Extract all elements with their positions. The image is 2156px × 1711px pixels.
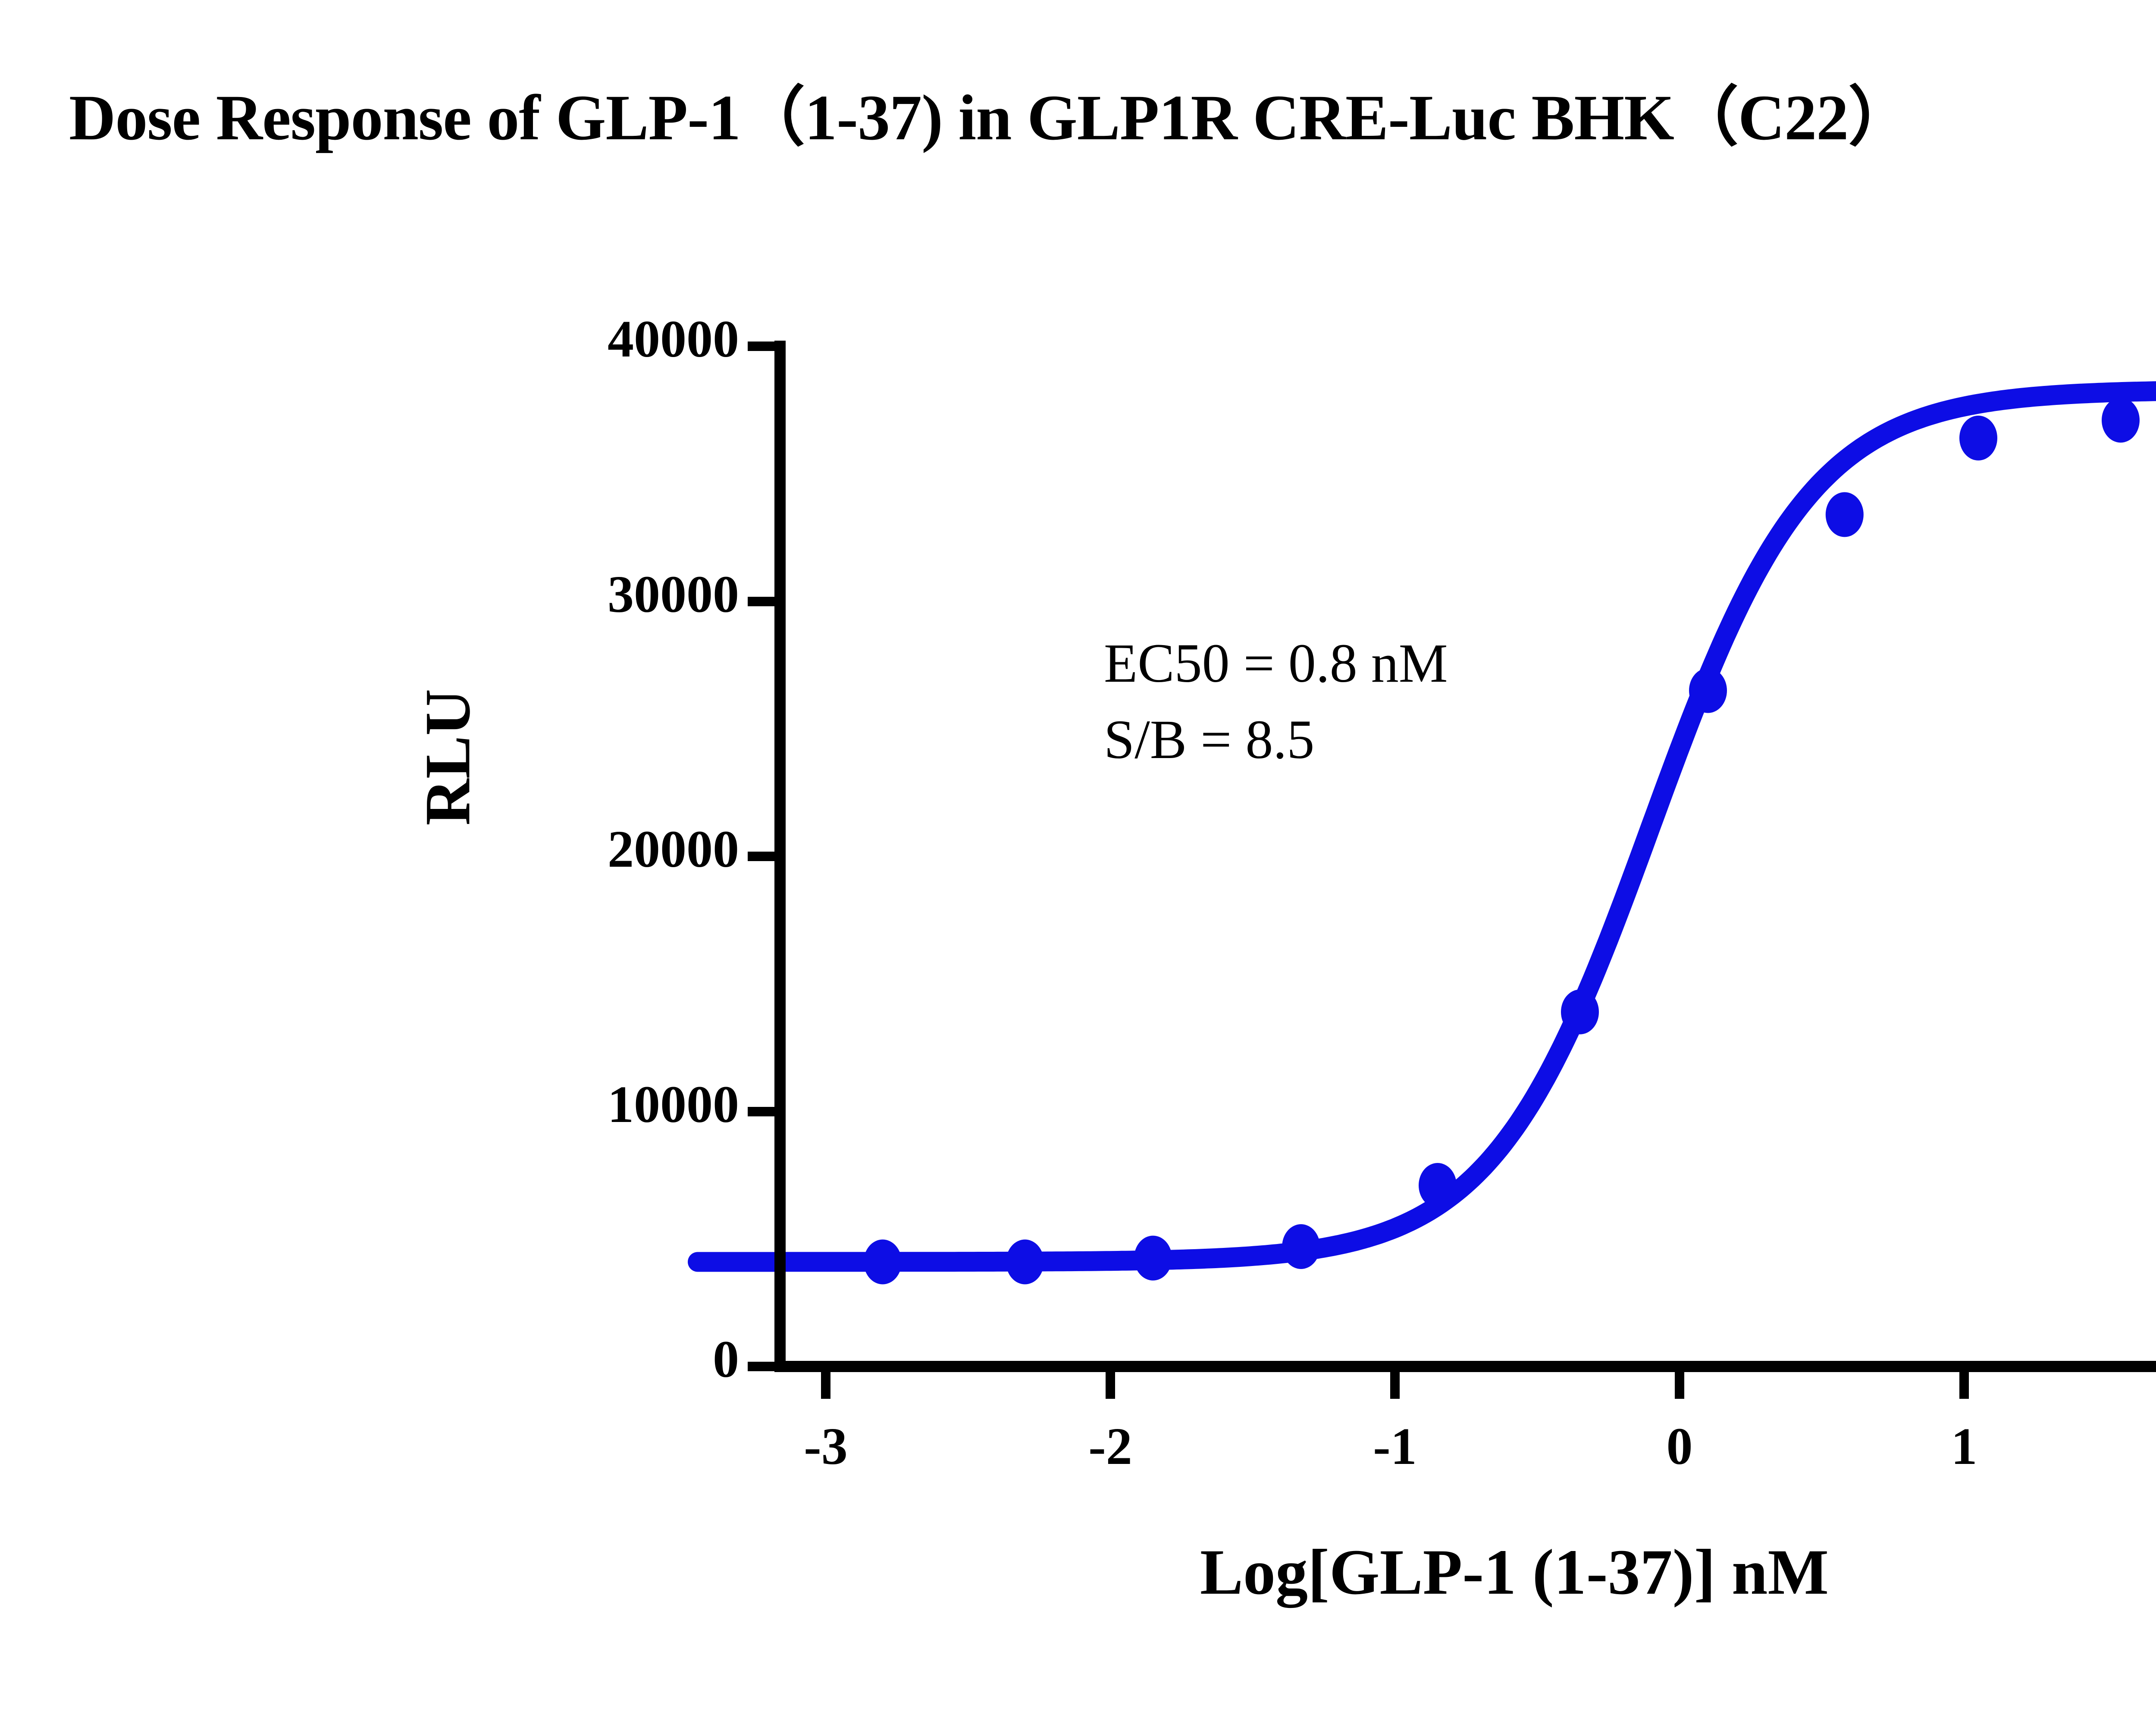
data-point (1006, 1239, 1044, 1285)
y-tick (748, 1106, 774, 1116)
y-tick-label: 10000 (608, 1075, 739, 1134)
y-tick (748, 852, 774, 861)
x-tick (821, 1372, 830, 1399)
y-tick-label: 0 (713, 1330, 739, 1388)
data-point (1419, 1163, 1457, 1208)
x-tick (1390, 1372, 1400, 1399)
x-axis-title: Log[GLP-1 (1-37)] nM (1200, 1536, 1829, 1608)
data-point (1689, 668, 1727, 713)
data-point (1561, 989, 1599, 1034)
x-tick-label: -1 (1373, 1417, 1417, 1476)
annotation-signal-background: S/B = 8.5 (1104, 708, 1315, 770)
chart-title: Dose Response of GLP-1（1-37) in GLP1R CR… (69, 82, 1913, 154)
data-point (864, 1239, 902, 1285)
y-tick (748, 596, 774, 606)
x-tick-label: -3 (804, 1417, 848, 1476)
y-tick (748, 342, 774, 351)
x-tick (1675, 1372, 1684, 1399)
fit-curve (688, 381, 2156, 1272)
y-tick-label: 20000 (608, 820, 739, 878)
data-point (1282, 1224, 1320, 1269)
y-tick-label: 40000 (608, 310, 739, 368)
x-tick-label: -2 (1088, 1417, 1132, 1476)
y-tick (748, 1362, 774, 1371)
y-axis-title: RLU (412, 689, 484, 826)
data-point (1959, 415, 1997, 461)
data-points (864, 398, 2140, 1285)
x-tick-label: 0 (1666, 1417, 1693, 1476)
y-tick-label: 30000 (608, 565, 739, 624)
y-axis-line (774, 341, 786, 1372)
data-point (2102, 398, 2140, 443)
x-tick (1959, 1372, 1969, 1399)
data-point (1825, 492, 1864, 537)
data-point (1134, 1235, 1172, 1281)
annotation-ec50: EC50 = 0.8 nM (1104, 633, 1448, 694)
x-tick-label: 1 (1951, 1417, 1977, 1476)
x-tick (1106, 1372, 1115, 1399)
annotation-block: EC50 = 0.8 nM S/B = 8.5 (1104, 625, 1448, 777)
x-axis-line (774, 1361, 2156, 1372)
